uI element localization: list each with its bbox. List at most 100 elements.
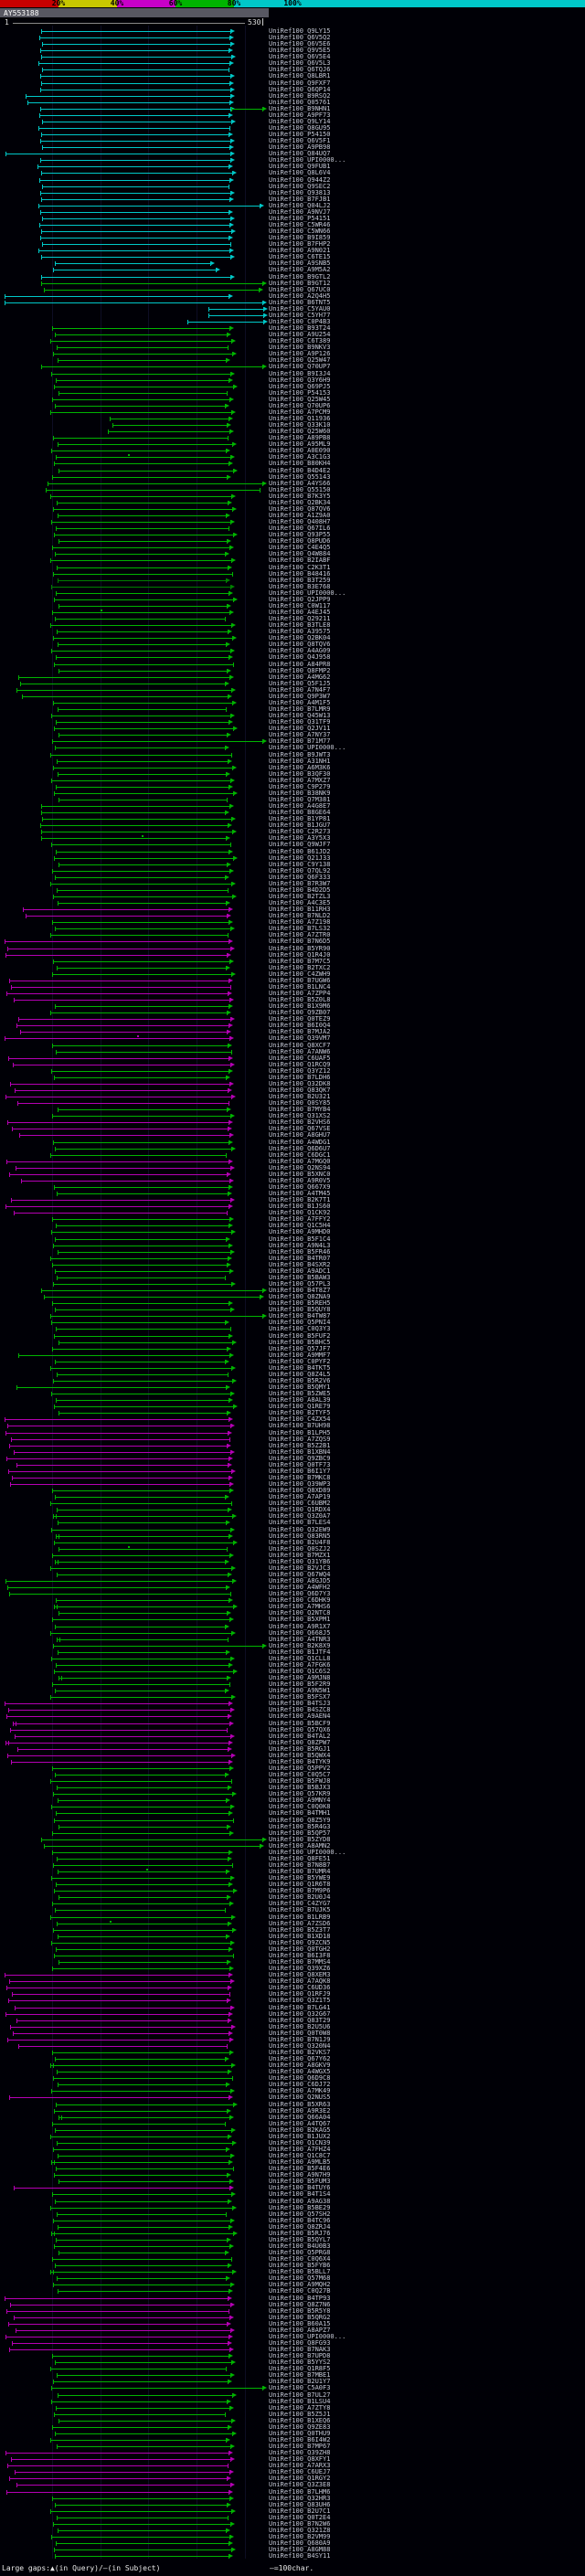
hit-label: UniRef100_C5WN66	[269, 228, 331, 236]
hit-arrow-icon	[232, 623, 236, 628]
hit-end-tick	[229, 1617, 230, 1623]
hit-end-tick	[231, 119, 232, 124]
hit-end-tick	[54, 855, 55, 861]
hit-label: UniRef100_B5FYB6	[269, 2262, 331, 2270]
hit-row: UniRef100_A4G8E7	[0, 803, 585, 810]
hit-line	[16, 689, 231, 691]
hit-label: UniRef100_B71M77	[269, 737, 331, 746]
hit-label: UniRef100_Q9SEC2	[269, 182, 331, 190]
hit-label: UniRef100_Q83QK7	[269, 1086, 331, 1094]
hit-label: UniRef100_Q31TF9	[269, 718, 331, 726]
hit-arrow-icon	[232, 1095, 236, 1099]
hit-row: UniRef100_B3QF30	[0, 770, 585, 778]
hit-arrow-icon	[228, 2237, 231, 2242]
hit-arrow-icon	[231, 216, 235, 220]
hit-end-tick	[52, 326, 53, 332]
hit-line	[52, 1303, 229, 1305]
hit-arrow-icon	[229, 500, 232, 504]
hit-arrow-icon	[229, 1882, 233, 1887]
hit-end-tick	[41, 29, 42, 34]
hit-label: UniRef100_B1LPH5	[269, 1428, 331, 1436]
hit-line	[5, 2297, 228, 2299]
hit-arrow-icon	[230, 546, 234, 550]
hit-end-tick	[227, 1346, 228, 1352]
hit-label: UniRef100_A8GJD5	[269, 1577, 331, 1585]
hit-end-tick	[55, 746, 56, 751]
hit-line	[38, 128, 229, 129]
hit-end-tick	[52, 546, 53, 551]
hit-line	[57, 1858, 228, 1860]
hit-arrow-icon	[229, 236, 233, 240]
hit-label: UniRef100_B7MP67	[269, 2443, 331, 2451]
hit-label: UniRef100_Q1R6T8	[269, 1881, 331, 1889]
hit-end-tick	[227, 2108, 228, 2114]
hit-end-tick	[56, 1514, 57, 1520]
hit-end-tick	[231, 2360, 232, 2366]
hit-line	[58, 2529, 226, 2531]
hit-line	[9, 1981, 230, 1983]
hit-label: UniRef100_A9MHD0	[269, 1228, 331, 1236]
hit-line	[40, 76, 230, 78]
hit-row: UniRef100_Q3Z0A7	[0, 1513, 585, 1520]
hit-row: UniRef100_Q83T29	[0, 2017, 585, 2024]
hit-arrow-icon	[234, 2231, 238, 2235]
hit-line	[38, 205, 260, 207]
hit-line	[50, 341, 231, 343]
hit-row: UniRef100_Q8Z7N6	[0, 2301, 585, 2308]
query-bar: AY553188	[0, 8, 269, 17]
hit-line	[54, 1335, 229, 1337]
hit-line	[54, 463, 229, 465]
hit-label: UniRef100_A9PF73	[269, 111, 331, 119]
hit-end-tick	[231, 971, 232, 977]
hit-row: UniRef100_Q39WP3	[0, 1481, 585, 1488]
hit-label: UniRef100_B9NKV3	[269, 344, 331, 352]
hit-row: UniRef100_Q8ZRJ4	[0, 2223, 585, 2231]
hit-arrow-icon	[231, 2089, 235, 2094]
hit-arrow-icon	[230, 326, 234, 331]
hit-label: UniRef100_B61JD2	[269, 847, 331, 855]
hit-end-tick	[229, 1217, 230, 1223]
hit-end-tick	[41, 281, 42, 286]
hit-row: UniRef100_Q25W47	[0, 357, 585, 364]
hit-end-tick	[230, 2005, 231, 2010]
hit-label: UniRef100_B7FHP2	[269, 240, 331, 249]
hit-row: UniRef100_A3C1G3	[0, 454, 585, 461]
hit-arrow-icon	[227, 1585, 230, 1590]
hit-label: UniRef100_B5BE29	[269, 2203, 331, 2211]
hit-end-tick	[56, 1598, 57, 1604]
hit-line	[14, 1000, 229, 1002]
hit-end-tick	[50, 2437, 51, 2443]
hit-label: UniRef100_A9R1X7	[269, 1622, 331, 1630]
hit-end-tick	[229, 610, 230, 616]
hit-label: UniRef100_A89PB8	[269, 434, 331, 442]
hit-end-tick	[208, 306, 209, 312]
hit-end-tick	[227, 2321, 228, 2327]
hit-end-tick	[233, 2102, 234, 2107]
hit-row: UniRef100_B80KH4	[0, 461, 585, 467]
hit-label: UniRef100_Q8L6V4	[269, 169, 331, 177]
hit-label: UniRef100_Q8FG93	[269, 2338, 331, 2347]
hit-label: UniRef100_A8AMN2	[269, 1841, 331, 1850]
hit-label: UniRef100_Q1C6S2	[269, 1668, 331, 1676]
hit-arrow-icon	[231, 93, 235, 98]
hit-end-tick	[229, 1489, 230, 1494]
hit-end-tick	[54, 384, 55, 389]
hit-arrow-icon	[227, 2437, 230, 2442]
hit-end-tick	[228, 1462, 229, 1468]
hit-arrow-icon	[234, 533, 238, 537]
hit-line	[51, 373, 230, 375]
hit-arrow-icon	[226, 1559, 229, 1564]
hit-end-tick	[41, 830, 42, 835]
hit-arrow-icon	[227, 836, 230, 841]
hit-end-tick	[233, 1605, 234, 1610]
hit-line	[16, 2329, 230, 2331]
hit-row: UniRef100_B7MYB4	[0, 1107, 585, 1113]
hit-end-tick	[229, 1721, 230, 1726]
hit-row: UniRef100_B4TUY6	[0, 2185, 585, 2191]
hit-line	[53, 573, 232, 575]
hit-line	[51, 2162, 229, 2164]
hit-label: UniRef100_B7LG41	[269, 2003, 331, 2011]
hit-line	[56, 1225, 229, 1227]
hit-row: UniRef100_Q39VM7	[0, 1035, 585, 1042]
hit-end-tick	[51, 1320, 52, 1326]
